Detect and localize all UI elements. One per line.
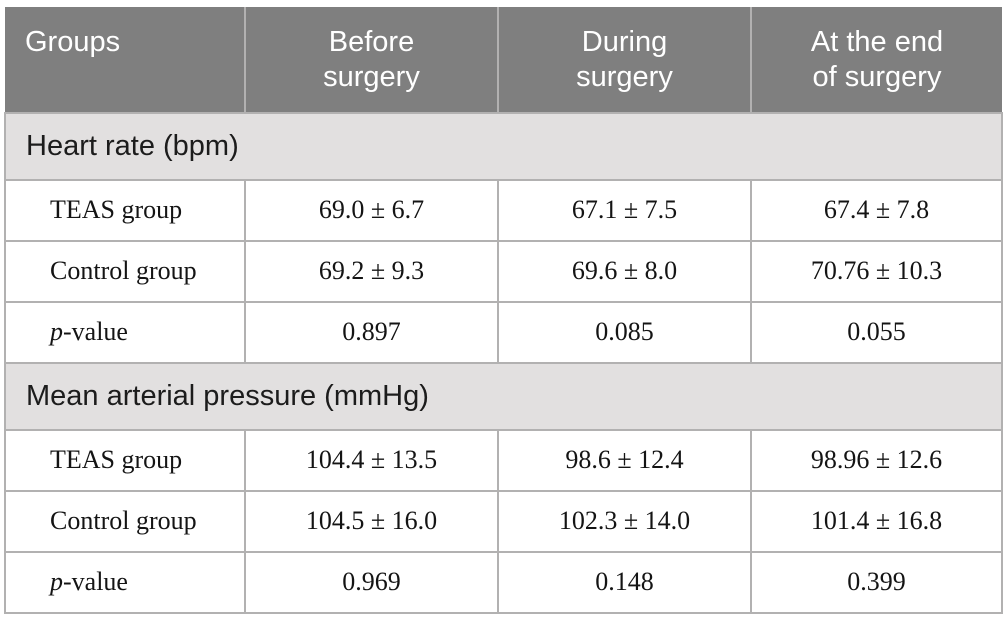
section-title: Heart rate (bpm) [4, 111, 1003, 181]
table-row: Control group 104.5 ± 16.0 102.3 ± 14.0 … [4, 489, 1003, 553]
table-row: TEAS group 104.4 ± 13.5 98.6 ± 12.4 98.9… [4, 428, 1003, 492]
table-row: p-value 0.897 0.085 0.055 [4, 300, 1003, 364]
row-label: p-value [4, 300, 246, 364]
value-cell: 104.5 ± 16.0 [244, 489, 499, 553]
value-cell: 104.4 ± 13.5 [244, 428, 499, 492]
value-cell: 102.3 ± 14.0 [497, 489, 752, 553]
value-cell: 67.1 ± 7.5 [497, 178, 752, 242]
value-cell: 69.0 ± 6.7 [244, 178, 499, 242]
value-cell: 0.399 [750, 550, 1003, 614]
value-cell: 69.2 ± 9.3 [244, 239, 499, 303]
table-row: p-value 0.969 0.148 0.399 [4, 550, 1003, 614]
column-header-end-of-surgery: At the end of surgery [750, 7, 1002, 114]
table-row: Control group 69.2 ± 9.3 69.6 ± 8.0 70.7… [4, 239, 1003, 303]
value-cell: 0.969 [244, 550, 499, 614]
column-header-before-surgery: Before surgery [244, 7, 499, 114]
table-row: TEAS group 69.0 ± 6.7 67.1 ± 7.5 67.4 ± … [4, 178, 1003, 242]
row-label: p-value [4, 550, 246, 614]
section-title: Mean arterial pressure (mmHg) [4, 361, 1003, 431]
value-cell: 69.6 ± 8.0 [497, 239, 752, 303]
section-header-row: Mean arterial pressure (mmHg) [4, 361, 1003, 431]
row-label: Control group [4, 239, 246, 303]
table-body: Heart rate (bpm) TEAS group 69.0 ± 6.7 6… [4, 111, 1003, 614]
row-label: Control group [4, 489, 246, 553]
value-cell: 98.6 ± 12.4 [497, 428, 752, 492]
table-header-row: Groups Before surgery During surgery At … [5, 7, 1002, 114]
column-header-during-surgery: During surgery [497, 7, 752, 114]
row-label: TEAS group [4, 178, 246, 242]
value-cell: 0.148 [497, 550, 752, 614]
value-cell: 0.897 [244, 300, 499, 364]
value-cell: 0.055 [750, 300, 1003, 364]
value-cell: 101.4 ± 16.8 [750, 489, 1003, 553]
column-header-groups: Groups [5, 7, 246, 114]
section-header-row: Heart rate (bpm) [4, 111, 1003, 181]
value-cell: 70.76 ± 10.3 [750, 239, 1003, 303]
row-label: TEAS group [4, 428, 246, 492]
results-table: Groups Before surgery During surgery At … [4, 7, 1003, 614]
value-cell: 0.085 [497, 300, 752, 364]
value-cell: 98.96 ± 12.6 [750, 428, 1003, 492]
value-cell: 67.4 ± 7.8 [750, 178, 1003, 242]
